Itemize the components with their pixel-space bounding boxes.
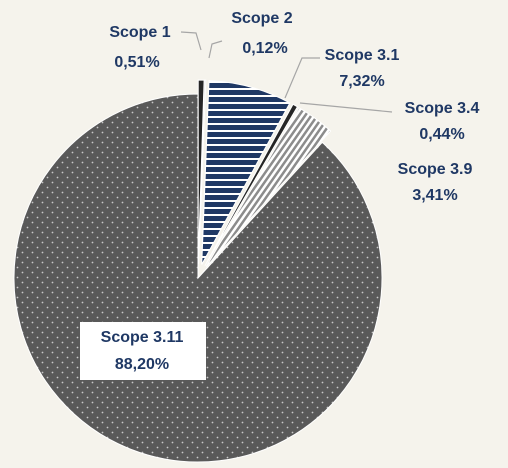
slice-value-label: 0,44% — [419, 126, 464, 143]
pie-slice — [13, 93, 383, 463]
leader-line — [208, 40, 223, 59]
slice-label: Scope 3.11 — [101, 329, 184, 346]
slice-label: Scope 3.1 — [325, 47, 400, 64]
pie-slice — [205, 107, 332, 268]
slice-value-label: 0,51% — [114, 54, 159, 71]
slice-value-label: 3,41% — [412, 187, 457, 204]
leader-line — [299, 102, 393, 113]
pie-slice — [201, 80, 291, 265]
pie-slice — [204, 103, 299, 267]
slice-label: Scope 2 — [231, 10, 292, 27]
label-box — [80, 322, 206, 380]
leader-line — [284, 57, 320, 99]
slice-label: Scope 3.9 — [398, 161, 473, 178]
slice-label: Scope 1 — [109, 24, 170, 41]
pie-slice — [198, 79, 207, 265]
slice-value-label: 88,20% — [115, 356, 169, 373]
slice-value-label: 7,32% — [339, 73, 384, 90]
slice-label: Scope 3.4 — [405, 100, 480, 117]
leader-line — [180, 31, 202, 51]
slice-value-label: 0,12% — [242, 40, 287, 57]
